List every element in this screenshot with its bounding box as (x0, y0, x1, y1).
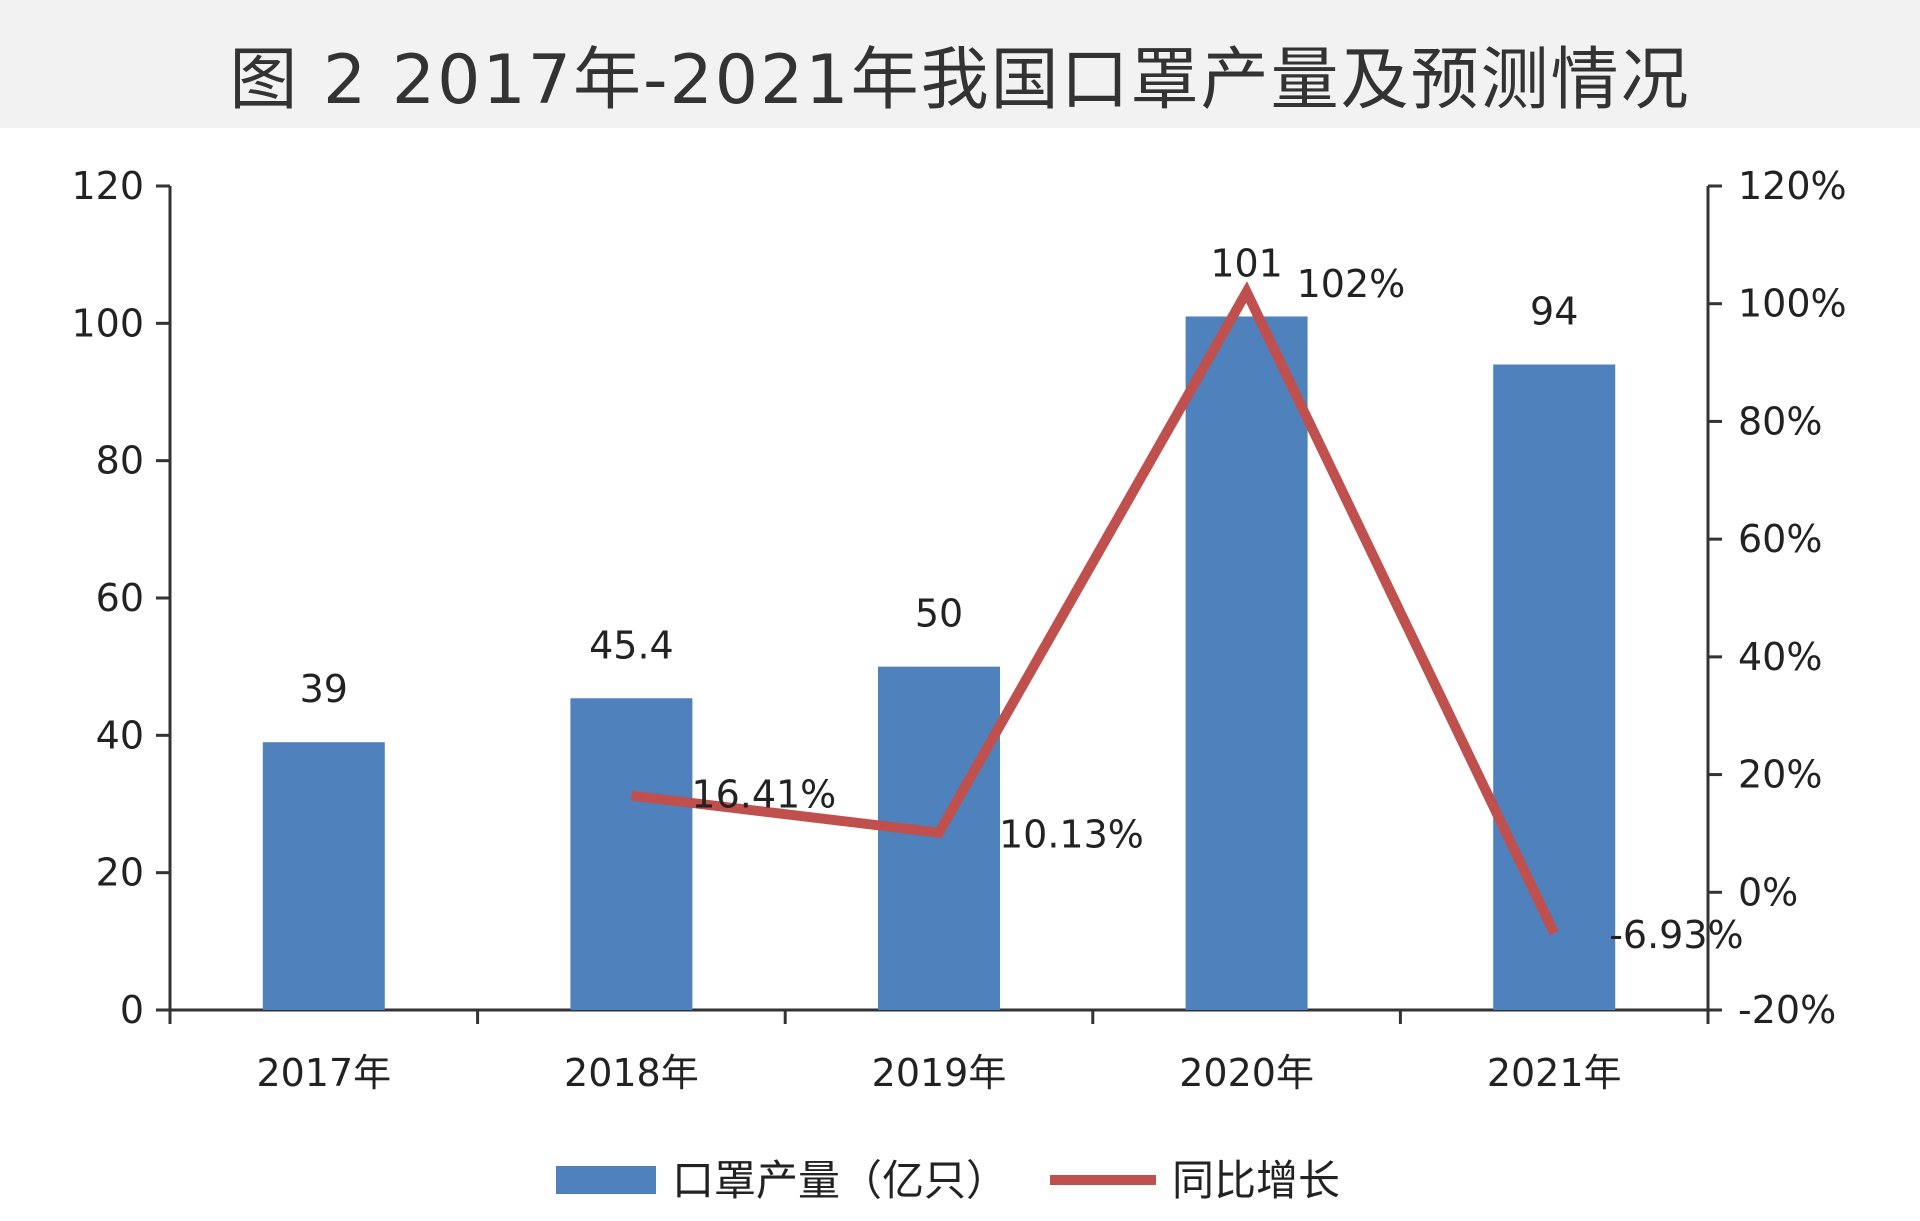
right-tick-label: 60% (1738, 517, 1822, 561)
left-tick-label: 60 (96, 576, 144, 620)
bar-data-label: 94 (1530, 290, 1578, 334)
left-tick-label: 40 (96, 713, 144, 757)
chart-title: 图 2 2017年-2021年我国口罩产量及预测情况 (229, 41, 1691, 120)
bar-data-label: 101 (1210, 241, 1283, 285)
chart: 0 20 40 60 80 100 120 -20% 0% 20% 40% 60% 80% 100% 120… (71, 164, 1847, 1205)
legend-bar-label: 口罩产量（亿只） (672, 1156, 1008, 1205)
x-tick-label: 2019年 (872, 1051, 1007, 1095)
right-tick-label: 40% (1738, 635, 1822, 679)
bar-data-label: 45.4 (589, 623, 674, 667)
bar (1185, 316, 1308, 1010)
bar (1493, 364, 1616, 1010)
right-tick-label: -20% (1738, 988, 1836, 1032)
line-data-label: 10.13% (999, 813, 1144, 857)
right-tick-label: 120% (1738, 164, 1847, 208)
x-tick-label: 2018年 (564, 1051, 699, 1095)
x-tick-label: 2017年 (256, 1051, 391, 1095)
legend-bar-swatch (556, 1166, 656, 1194)
x-tick-label: 2021年 (1487, 1051, 1622, 1095)
line-data-label: 102% (1297, 262, 1406, 306)
x-tick-label: 2020年 (1179, 1051, 1314, 1095)
bar (570, 698, 693, 1010)
line-data-label: -6.93% (1609, 913, 1743, 957)
left-tick-label: 80 (96, 439, 144, 483)
bar (262, 742, 385, 1010)
bar (878, 666, 1000, 1010)
right-tick-label: 20% (1738, 753, 1822, 797)
left-tick-label: 100 (71, 301, 144, 345)
left-tick-label: 120 (71, 164, 144, 208)
bar-data-label: 39 (300, 667, 348, 711)
right-tick-label: 0% (1738, 870, 1798, 914)
title-bar (0, 0, 1920, 128)
right-tick-label: 100% (1738, 282, 1847, 326)
growth-line (630, 281, 1559, 936)
legend-line-label: 同比增长 (1172, 1156, 1340, 1205)
left-tick-label: 0 (120, 988, 144, 1032)
line-data-label: 16.41% (691, 773, 836, 817)
right-tick-label: 80% (1738, 399, 1822, 443)
bar-data-label: 50 (915, 592, 963, 636)
left-tick-label: 20 (96, 851, 144, 895)
